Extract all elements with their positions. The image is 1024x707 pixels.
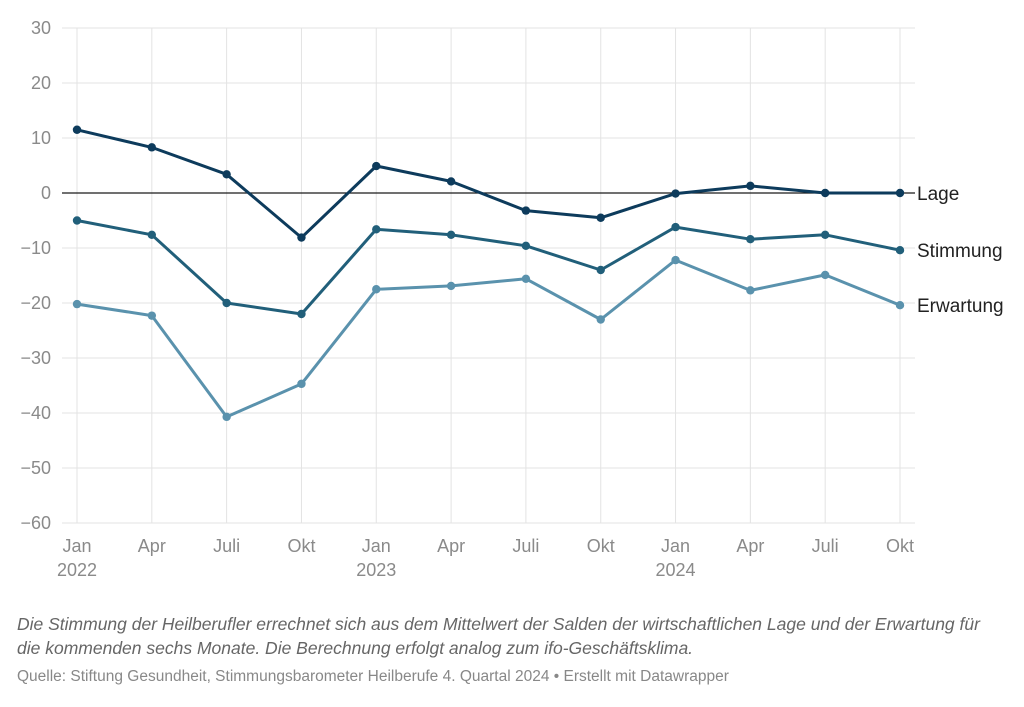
data-point-erwartung: [372, 285, 381, 294]
series-line-stimmung: [75, 219, 902, 316]
data-point-stimmung: [297, 309, 306, 319]
data-point-erwartung: [446, 281, 456, 291]
y-tick-label: −30: [20, 348, 51, 368]
data-point-erwartung: [72, 299, 82, 309]
y-tick-label: −10: [20, 238, 51, 258]
data-point-lage: [372, 161, 381, 171]
data-point-stimmung: [72, 216, 82, 225]
y-tick-label: −40: [20, 403, 51, 423]
x-tick-year-label: 2024: [656, 560, 696, 580]
data-point-erwartung: [671, 255, 680, 265]
data-point-lage: [222, 170, 231, 179]
data-point-erwartung: [895, 301, 905, 310]
data-point-lage: [297, 233, 306, 242]
data-point-lage: [820, 188, 830, 198]
x-tick-label: Okt: [587, 536, 615, 556]
x-tick-label: Apr: [138, 536, 166, 556]
x-tick-label: Apr: [736, 536, 764, 556]
series-label-stimmung: Stimmung: [917, 241, 1003, 262]
data-point-stimmung: [222, 298, 231, 308]
data-point-stimmung: [596, 265, 605, 275]
data-point-stimmung: [746, 235, 755, 244]
series-label-erwartung: Erwartung: [917, 296, 1004, 317]
data-point-erwartung: [297, 379, 306, 389]
x-tick-year-label: 2023: [356, 560, 396, 580]
line-chart: 30 20 10 0 −10 −20 −30 −40 −50 −60 Jan 2022 Apr Juli O…: [20, 18, 1004, 580]
data-point-lage: [895, 188, 905, 198]
data-point-stimmung: [372, 225, 381, 234]
data-point-stimmung: [671, 222, 680, 232]
x-tick-label: Jan: [62, 536, 91, 556]
y-tick-label: 20: [31, 73, 51, 93]
x-tick-label: Okt: [287, 536, 315, 556]
data-point-lage: [72, 125, 82, 134]
chart-notes: Die Stimmung der Heilberufler errechnet …: [17, 612, 1007, 686]
series-line-lage: [75, 128, 902, 240]
data-point-stimmung: [820, 230, 830, 239]
y-tick-label: 0: [41, 183, 51, 203]
chart-source: Quelle: Stiftung Gesundheit, Stimmungsba…: [17, 668, 729, 685]
data-point-stimmung: [446, 230, 456, 239]
series-label-lage: Lage: [917, 184, 959, 205]
data-point-erwartung: [746, 286, 755, 295]
series-line-erwartung: [75, 258, 902, 419]
x-tick-label: Jan: [661, 536, 690, 556]
data-point-lage: [147, 143, 157, 152]
data-point-erwartung: [222, 412, 231, 422]
x-tick-label: Okt: [886, 536, 914, 556]
data-point-lage: [746, 181, 755, 191]
data-point-stimmung: [147, 230, 157, 239]
y-tick-label: 10: [31, 128, 51, 148]
x-tick-label: Juli: [512, 536, 539, 556]
x-tick-label: Juli: [213, 536, 240, 556]
x-tick-label: Juli: [812, 536, 839, 556]
y-tick-label: −20: [20, 293, 51, 313]
y-tick-label: −60: [20, 513, 51, 533]
data-point-erwartung: [596, 315, 605, 324]
data-point-erwartung: [521, 274, 531, 283]
x-tick-label: Apr: [437, 536, 465, 556]
data-point-lage: [596, 213, 605, 222]
data-point-stimmung: [895, 246, 905, 255]
y-tick-label: 30: [31, 18, 51, 38]
data-point-erwartung: [147, 311, 157, 320]
data-point-lage: [521, 206, 531, 215]
data-point-lage: [446, 177, 456, 186]
chart-caption: Die Stimmung der Heilberufler errechnet …: [17, 614, 980, 658]
x-tick-year-label: 2022: [57, 560, 97, 580]
data-point-lage: [671, 189, 680, 198]
x-tick-label: Jan: [362, 536, 391, 556]
y-tick-label: −50: [20, 458, 51, 478]
data-point-stimmung: [521, 241, 531, 250]
data-point-erwartung: [820, 270, 830, 280]
